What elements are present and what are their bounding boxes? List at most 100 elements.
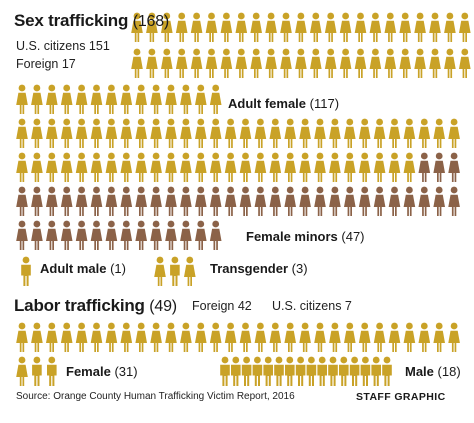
labor-male-icon bbox=[252, 356, 263, 386]
adult-female-icon bbox=[105, 152, 118, 182]
female-minor-icon bbox=[135, 220, 147, 250]
labor-total-count: (49) bbox=[149, 298, 177, 315]
sex-trafficking-title: Sex trafficking (168) bbox=[14, 12, 169, 30]
female-minor-icon bbox=[448, 186, 460, 216]
female-minor-icon bbox=[46, 220, 58, 250]
adult-female-icon bbox=[90, 84, 103, 114]
adult-female-icon bbox=[224, 152, 237, 182]
adult-female-icon bbox=[324, 48, 337, 78]
adult-female-icon bbox=[314, 152, 326, 182]
adult-female-icon bbox=[299, 118, 311, 148]
adult-female-icon bbox=[90, 118, 103, 148]
adult-female-icon bbox=[448, 118, 460, 148]
adult-female-icon bbox=[131, 12, 143, 42]
adult-female-icon bbox=[120, 118, 133, 148]
transgender-count: (3) bbox=[291, 261, 308, 276]
adult-female-icon bbox=[105, 84, 118, 114]
adult-female-icon bbox=[269, 118, 282, 148]
adult-female-icon bbox=[369, 48, 382, 78]
adult-female-icon bbox=[418, 118, 431, 148]
adult-female-icon bbox=[433, 118, 445, 148]
adult-female-icon bbox=[46, 118, 58, 148]
labor-male-name: Male bbox=[405, 364, 434, 379]
female-minor-icon bbox=[120, 186, 133, 216]
female-minor-icon bbox=[105, 186, 118, 216]
female-minor-icon bbox=[16, 186, 28, 216]
adult-female-icon bbox=[75, 118, 88, 148]
adult-female-icon bbox=[180, 84, 192, 114]
labor-us-citizens: U.S. citizens 7 bbox=[272, 299, 352, 313]
adult-female-icon bbox=[31, 152, 43, 182]
female-minor-icon bbox=[195, 186, 207, 216]
adult-female-icon bbox=[254, 118, 267, 148]
adult-female-icon bbox=[165, 118, 177, 148]
label-adult-female: Adult female (117) bbox=[228, 97, 339, 110]
label-adult-male: Adult male (1) bbox=[40, 262, 126, 275]
adult-female-icon bbox=[459, 48, 471, 78]
adult-female-name: Adult female bbox=[228, 96, 307, 111]
transgender-icon bbox=[154, 256, 166, 286]
adult-female-icon bbox=[414, 12, 426, 42]
transgender-name: Transgender bbox=[210, 261, 289, 276]
adult-female-icon bbox=[46, 152, 58, 182]
adult-female-icon bbox=[239, 118, 252, 148]
adult-female-icon bbox=[90, 152, 103, 182]
female-minor-icon bbox=[314, 186, 326, 216]
female-minor-icon bbox=[269, 186, 282, 216]
adult-male-icon bbox=[21, 256, 31, 286]
labor-female-icon bbox=[239, 322, 252, 352]
adult-female-icon bbox=[329, 152, 341, 182]
adult-female-icon bbox=[31, 118, 43, 148]
adult-female-icon bbox=[399, 12, 411, 42]
labor-female-icon bbox=[31, 322, 43, 352]
female-minor-icon bbox=[448, 152, 460, 182]
labor-female-icon bbox=[150, 322, 162, 352]
adult-female-icon bbox=[205, 12, 218, 42]
labor-female-icon bbox=[165, 322, 177, 352]
adult-female-icon bbox=[399, 48, 411, 78]
labor-female-icon bbox=[120, 322, 133, 352]
adult-female-icon bbox=[135, 84, 147, 114]
labor-male-icon bbox=[382, 356, 392, 386]
labor-female-icon bbox=[60, 322, 73, 352]
adult-female-icon bbox=[190, 48, 203, 78]
adult-female-icon bbox=[284, 152, 296, 182]
female-minor-icon bbox=[180, 220, 192, 250]
adult-female-icon bbox=[161, 12, 173, 42]
adult-female-icon bbox=[209, 118, 222, 148]
adult-female-icon bbox=[161, 48, 173, 78]
adult-female-icon bbox=[235, 12, 248, 42]
labor-trafficking-title: Labor trafficking (49) bbox=[14, 297, 177, 315]
female-minor-icon bbox=[60, 186, 73, 216]
label-transgender: Transgender (3) bbox=[210, 262, 308, 275]
adult-female-icon bbox=[329, 118, 341, 148]
labor-male-icon bbox=[306, 356, 317, 386]
female-minor-icon bbox=[254, 186, 267, 216]
adult-female-icon bbox=[195, 152, 207, 182]
adult-female-icon bbox=[120, 152, 133, 182]
labor-title-text: Labor trafficking bbox=[14, 296, 145, 315]
female-minor-icon bbox=[239, 186, 252, 216]
adult-female-icon bbox=[180, 118, 192, 148]
labor-female-icon bbox=[373, 322, 386, 352]
labor-female-icon bbox=[16, 322, 28, 352]
adult-female-icon bbox=[339, 12, 352, 42]
labor-male-icon bbox=[263, 356, 273, 386]
adult-male-count: (1) bbox=[110, 261, 126, 276]
adult-female-icon bbox=[60, 118, 73, 148]
adult-female-icon bbox=[295, 48, 307, 78]
female-minor-icon bbox=[209, 220, 222, 250]
labor-female-icon bbox=[75, 322, 88, 352]
labor-male-icon bbox=[47, 356, 57, 386]
labor-male-icon bbox=[274, 356, 284, 386]
adult-female-icon bbox=[358, 152, 371, 182]
label-labor-female: Female (31) bbox=[66, 365, 138, 378]
female-minor-icon bbox=[418, 152, 431, 182]
transgender-icon bbox=[170, 256, 180, 286]
adult-female-icon bbox=[75, 152, 88, 182]
adult-female-icon bbox=[190, 12, 203, 42]
female-minor-icon bbox=[433, 152, 445, 182]
sex-us-citizens: U.S. citizens 151 bbox=[16, 39, 110, 53]
adult-female-icon bbox=[146, 12, 158, 42]
